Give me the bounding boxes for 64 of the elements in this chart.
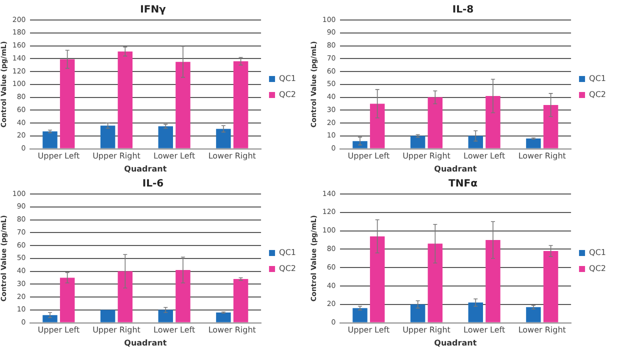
bar [100,126,116,148]
x-tick-label: Upper Left [38,152,80,161]
bar [352,141,368,148]
bar [543,105,558,148]
x-tick-label: Upper Right [402,326,450,335]
x-tick-label: Upper Right [402,152,450,161]
x-tick-label: Upper Left [348,152,390,161]
bar [216,128,231,148]
chart-title: IFNγ [140,4,166,16]
bar [60,278,75,322]
bar [370,236,385,322]
x-tick-label: Upper Left [348,326,390,335]
legend-label: QC2 [279,264,296,274]
bar [158,126,173,148]
bar [526,307,541,322]
legend-label: QC1 [589,74,606,84]
x-tick-label: Lower Right [518,326,566,335]
bar [428,97,443,148]
legend-label: QC2 [589,90,606,100]
bar [60,59,75,148]
x-tick-label: Lower Left [464,152,506,161]
bar [370,104,385,148]
x-axis-title: Quadrant [124,164,167,174]
bar [233,279,248,322]
bar [468,302,483,322]
bar [410,136,426,148]
legend-label: QC1 [279,248,296,258]
legend-label: QC2 [589,264,606,274]
x-tick-label: Lower Right [208,152,256,161]
bar [486,240,500,322]
bar [118,52,133,148]
x-tick-label: Upper Left [38,326,80,335]
bar [42,315,58,322]
legend-label: QC2 [279,90,296,100]
bar [216,312,231,322]
x-tick-label: Lower Left [154,326,196,335]
bar [100,310,116,322]
bar [526,138,541,148]
x-axis-title: Quadrant [434,338,477,348]
bar [410,304,426,322]
bar [428,244,443,322]
chart-title: IL-8 [452,4,474,16]
bar [176,62,190,148]
x-tick-label: Lower Left [464,326,506,335]
bar [486,96,500,148]
x-tick-label: Lower Left [154,152,196,161]
bar [468,136,483,148]
bar [42,131,58,148]
x-tick-label: Upper Right [92,326,140,335]
bar [233,61,248,148]
legend-label: QC1 [589,248,606,258]
legend-label: QC1 [279,74,296,84]
x-axis-title: Quadrant [434,164,477,174]
bar [158,310,173,322]
chart-title: TNFα [448,178,478,190]
bar [543,251,558,322]
x-tick-label: Lower Right [518,152,566,161]
bar [352,308,368,322]
bar [118,271,133,322]
bar [176,270,190,322]
chart-title: IL-6 [142,178,164,190]
x-tick-label: Upper Right [92,152,140,161]
x-tick-label: Lower Right [208,326,256,335]
x-axis-title: Quadrant [124,338,167,348]
